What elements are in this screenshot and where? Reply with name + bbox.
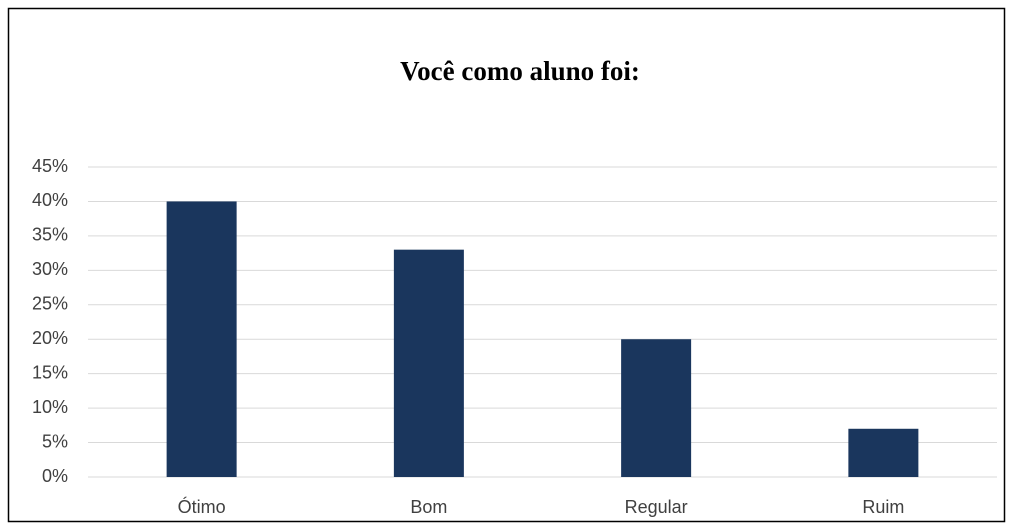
y-tick-label: 35%: [32, 225, 68, 245]
y-tick-label: 40%: [32, 190, 68, 210]
x-tick-label: Bom: [410, 497, 447, 517]
bar: [848, 428, 919, 477]
y-tick-label: 5%: [42, 431, 68, 451]
x-tick-label: Regular: [625, 497, 688, 517]
y-tick-label: 0%: [42, 466, 68, 486]
x-tick-label: Ótimo: [178, 496, 226, 517]
y-tick-label: 30%: [32, 259, 68, 279]
bar: [621, 339, 692, 477]
bar: [166, 201, 237, 477]
y-tick-label: 20%: [32, 328, 68, 348]
x-tick-label: Ruim: [862, 497, 904, 517]
bar: [393, 249, 464, 477]
y-tick-label: 15%: [32, 362, 68, 382]
y-tick-label: 45%: [32, 156, 68, 176]
y-tick-label: 25%: [32, 294, 68, 314]
chart-title: Você como aluno foi:: [400, 56, 640, 86]
y-tick-label: 10%: [32, 397, 68, 417]
